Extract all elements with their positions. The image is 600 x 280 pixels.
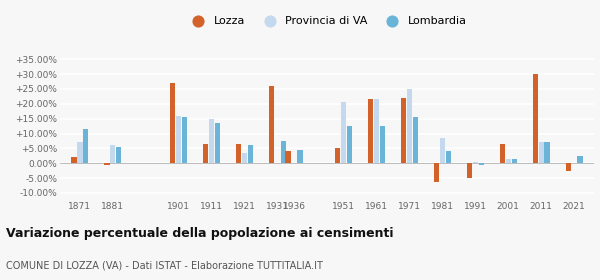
Legend: Lozza, Provincia di VA, Lombardia: Lozza, Provincia di VA, Lombardia — [183, 11, 471, 30]
Bar — [209, 119, 214, 163]
Bar — [83, 129, 88, 163]
Bar — [203, 144, 208, 163]
Bar — [544, 143, 550, 163]
Bar — [341, 102, 346, 163]
Bar — [467, 163, 472, 178]
Bar — [182, 117, 187, 163]
Bar — [286, 151, 291, 163]
Bar — [380, 126, 385, 163]
Text: Variazione percentuale della popolazione ai censimenti: Variazione percentuale della popolazione… — [6, 227, 394, 240]
Bar — [500, 144, 505, 163]
Bar — [242, 153, 247, 163]
Bar — [116, 147, 121, 163]
Bar — [71, 157, 77, 163]
Bar — [434, 163, 439, 183]
Bar — [335, 148, 340, 163]
Bar — [440, 138, 445, 163]
Bar — [176, 116, 181, 163]
Bar — [281, 141, 286, 163]
Bar — [533, 74, 538, 163]
Bar — [170, 83, 175, 163]
Bar — [374, 99, 379, 163]
Bar — [506, 159, 511, 163]
Bar — [446, 151, 451, 163]
Bar — [248, 145, 253, 163]
Bar — [368, 99, 373, 163]
Bar — [215, 123, 220, 163]
Bar — [473, 162, 478, 163]
Bar — [407, 89, 412, 163]
Bar — [269, 86, 274, 163]
Text: COMUNE DI LOZZA (VA) - Dati ISTAT - Elaborazione TUTTITALIA.IT: COMUNE DI LOZZA (VA) - Dati ISTAT - Elab… — [6, 261, 323, 271]
Bar — [539, 143, 544, 163]
Bar — [512, 159, 517, 163]
Bar — [236, 144, 241, 163]
Bar — [401, 98, 406, 163]
Bar — [297, 150, 302, 163]
Bar — [110, 145, 115, 163]
Bar — [566, 163, 571, 171]
Bar — [413, 117, 418, 163]
Bar — [479, 163, 484, 165]
Bar — [577, 156, 583, 163]
Bar — [104, 163, 110, 165]
Bar — [347, 126, 352, 163]
Bar — [77, 143, 83, 163]
